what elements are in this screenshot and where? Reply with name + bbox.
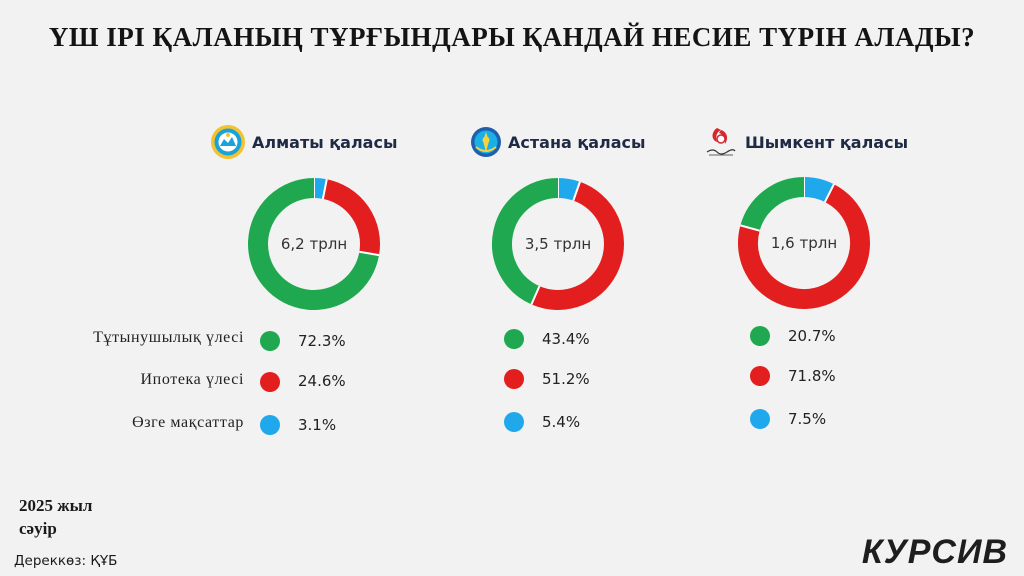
legend-dot-mortgage xyxy=(260,372,280,392)
city-header-astana: Астана қаласы xyxy=(470,122,645,162)
donut-segment-almaty-consumer xyxy=(248,178,380,310)
date-label: 2025 жыл сәуір xyxy=(19,494,92,540)
legend-dot-mortgage xyxy=(750,366,770,386)
page-title: ҮШ ІРІ ҚАЛАНЫҢ ТҰРҒЫНДАРЫ ҚАНДАЙ НЕСИЕ Т… xyxy=(48,22,976,52)
legend-dot-mortgage xyxy=(504,369,524,389)
legend-label-mortgage: Ипотека үлесі xyxy=(140,371,244,388)
donut-separator xyxy=(572,181,581,201)
donut-segment-shymkent-mortgage xyxy=(738,184,870,309)
donut-separator xyxy=(740,224,760,232)
legend-label-other: Өзге мақсаттар xyxy=(132,414,244,431)
city-name-almaty: Алматы қаласы xyxy=(252,132,398,152)
value-astana-other: 5.4% xyxy=(542,413,581,431)
total-label-astana: 3,5 трлн xyxy=(524,235,592,253)
almaty-emblem-icon xyxy=(211,125,245,159)
value-almaty-other: 3.1% xyxy=(298,416,337,434)
donut-segment-almaty-mortgage xyxy=(322,179,380,256)
legend-dot-other xyxy=(504,412,524,432)
date-month: сәуір xyxy=(19,519,57,538)
source-label: Дереккөз: ҚҰБ xyxy=(14,553,118,569)
donut-separator xyxy=(530,285,541,305)
total-label-shymkent: 1,6 трлн xyxy=(770,234,838,252)
astana-emblem-icon xyxy=(471,127,501,157)
donut-segment-astana-consumer xyxy=(492,178,559,305)
value-astana-mortgage: 51.2% xyxy=(542,370,590,388)
donut-svg-almaty xyxy=(248,178,380,310)
value-almaty-consumer: 72.3% xyxy=(298,332,346,350)
date-year: 2025 жыл xyxy=(19,496,93,515)
legend-dot-other xyxy=(260,415,280,435)
donut-chart-astana: 3,5 трлн xyxy=(490,176,626,312)
brand-logo: КУРСИВ xyxy=(861,533,1008,571)
value-almaty-mortgage: 24.6% xyxy=(298,372,346,390)
donut-chart-shymkent: 1,6 трлн xyxy=(736,175,872,311)
donut-chart-almaty: 6,2 трлн xyxy=(246,176,382,312)
shymkent-logo-icon xyxy=(706,128,736,156)
donut-segment-shymkent-consumer xyxy=(740,177,805,232)
value-shymkent-mortgage: 71.8% xyxy=(788,367,836,385)
donut-separator xyxy=(823,183,835,203)
total-label-almaty: 6,2 трлн xyxy=(280,235,348,253)
legend-dot-consumer xyxy=(504,329,524,349)
value-shymkent-consumer: 20.7% xyxy=(788,327,836,345)
city-header-almaty: Алматы қаласы xyxy=(210,122,397,162)
donut-svg-shymkent xyxy=(738,177,870,309)
legend-dot-other xyxy=(750,409,770,429)
legend-dot-consumer xyxy=(750,326,770,346)
donut-separator xyxy=(359,250,380,257)
donut-segment-astana-mortgage xyxy=(531,181,624,310)
value-shymkent-other: 7.5% xyxy=(788,410,827,428)
city-name-astana: Астана қаласы xyxy=(508,132,646,152)
city-name-shymkent: Шымкент қаласы xyxy=(745,132,909,152)
donut-svg-astana xyxy=(492,178,624,310)
legend-label-consumer: Тұтынушылық үлесі xyxy=(93,329,244,346)
legend-dot-consumer xyxy=(260,331,280,351)
value-astana-consumer: 43.4% xyxy=(542,330,590,348)
city-header-shymkent: Шымкент қаласы xyxy=(703,122,908,162)
donut-separator xyxy=(321,179,328,200)
